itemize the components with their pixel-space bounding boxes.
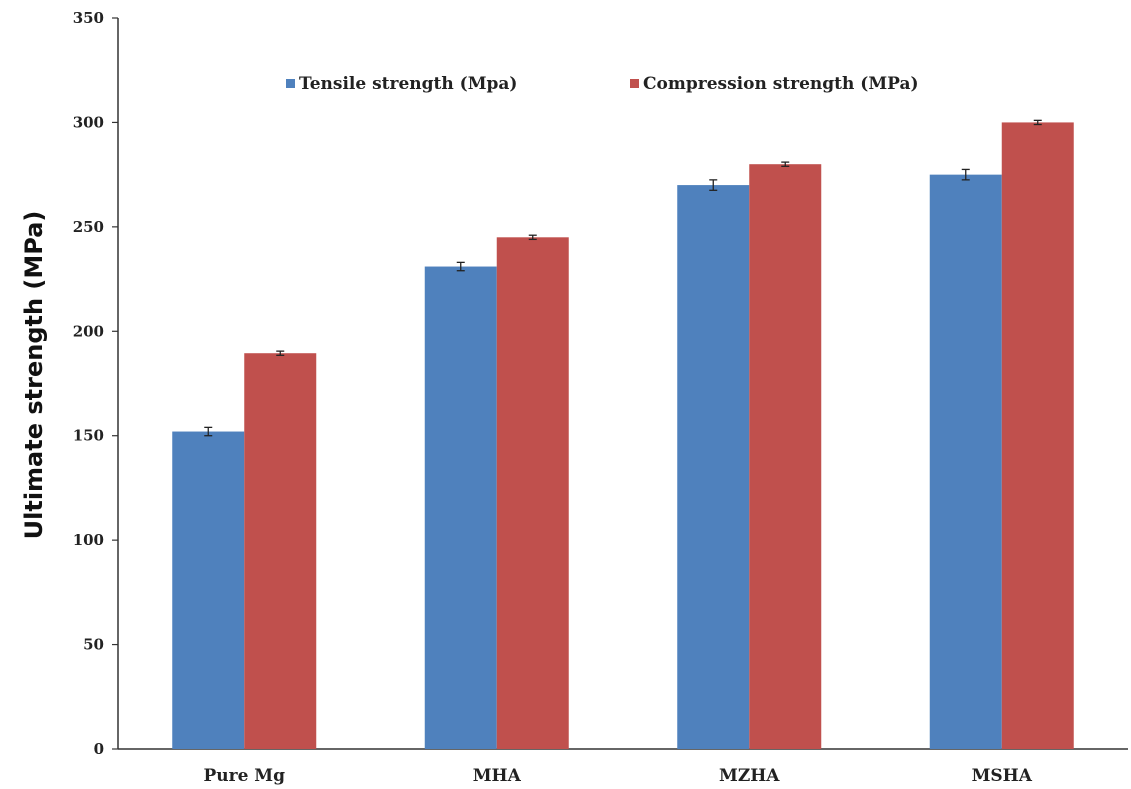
legend-swatch	[630, 79, 639, 88]
error-bars	[204, 119, 1042, 437]
y-tick-label: 50	[83, 636, 104, 654]
bar	[677, 185, 750, 750]
y-tick-label: 200	[73, 322, 104, 340]
bar	[244, 353, 317, 749]
y-tick-label: 100	[73, 531, 104, 549]
y-axis-title: Ultimate strength (MPa)	[20, 211, 48, 540]
y-tick-label: 300	[73, 113, 104, 131]
bar	[172, 431, 245, 749]
legend-label: Tensile strength (Mpa)	[299, 74, 517, 94]
legend-swatch	[286, 79, 295, 88]
bar	[1001, 122, 1074, 749]
x-tick-label: MZHA	[719, 766, 780, 786]
y-tick-label: 0	[94, 740, 104, 758]
x-tick-label: Pure Mg	[203, 766, 285, 786]
legend-label: Compression strength (MPa)	[643, 74, 919, 94]
bars	[172, 122, 1074, 750]
y-tick-label: 150	[73, 427, 104, 445]
x-tick-label: MHA	[473, 766, 522, 786]
y-tick-label: 250	[73, 218, 104, 236]
x-axis-labels: Pure Mg MHA MZHA MSHA	[203, 766, 1032, 786]
y-axis-ticks: 0 50 100 150 200 250 300 350	[73, 9, 118, 758]
x-tick-label: MSHA	[972, 766, 1033, 786]
bar	[424, 266, 497, 749]
legend: Tensile strength (Mpa) Compression streng…	[286, 74, 919, 94]
bar	[749, 164, 822, 749]
y-tick-label: 350	[73, 9, 104, 27]
bar	[929, 174, 1002, 750]
bar	[496, 237, 569, 750]
